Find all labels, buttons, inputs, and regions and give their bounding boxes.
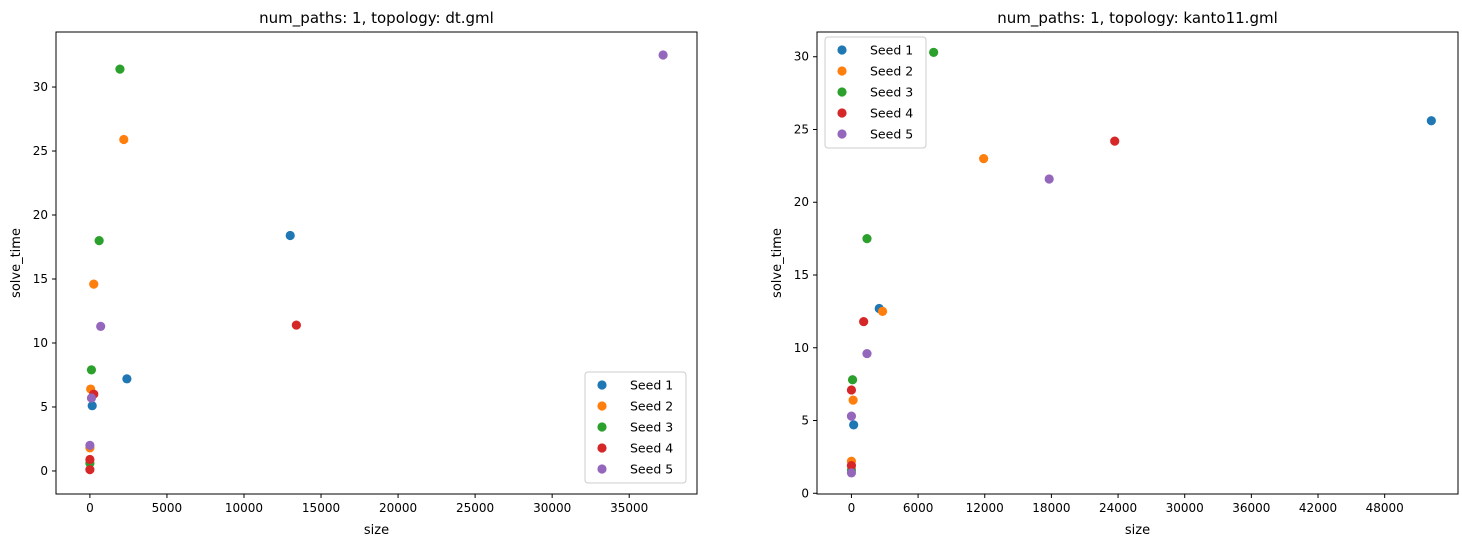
data-point-seed-3 <box>862 234 872 244</box>
y-tick-label: 25 <box>33 144 48 158</box>
plot-frame <box>816 31 1459 495</box>
legend-marker-seed-5 <box>837 129 847 139</box>
y-tick-label: 20 <box>794 195 809 209</box>
legend-marker-seed-4 <box>837 108 847 118</box>
legend-label-seed-1: Seed 1 <box>870 43 913 58</box>
x-tick-label: 35000 <box>610 501 648 515</box>
data-point-seed-3 <box>86 365 97 375</box>
legend-label-seed-5: Seed 5 <box>630 462 673 477</box>
y-tick-label: 15 <box>794 268 809 282</box>
data-point-seed-2 <box>89 279 99 289</box>
data-point-seed-5 <box>846 411 857 421</box>
y-tick-label: 30 <box>794 50 809 64</box>
chart-2: num_paths: 1, topology: kanto11.gml 0 6000… <box>770 9 1459 538</box>
y-axis-label: solve_time <box>9 228 24 298</box>
legend-label-seed-3: Seed 3 <box>630 420 673 435</box>
legend-label-seed-4: Seed 4 <box>630 441 673 456</box>
data-point-seed-4 <box>291 320 301 330</box>
legend-box <box>584 371 687 484</box>
data-point-seed-1 <box>849 420 859 430</box>
data-point-seed-1 <box>285 230 295 241</box>
legend-box <box>824 36 927 149</box>
x-tick-label: 0 <box>86 501 94 515</box>
legend-marker-seed-3 <box>837 87 847 97</box>
x-tick-label: 30000 <box>533 501 571 515</box>
data-point-seed-5 <box>846 468 857 478</box>
x-tick-label: 6000 <box>903 501 934 515</box>
y-tick-label: 10 <box>33 336 48 350</box>
legend-label-seed-2: Seed 2 <box>630 399 673 414</box>
data-point-seed-4 <box>846 385 857 395</box>
legend-marker-seed-1 <box>837 45 847 55</box>
legend-marker-seed-3 <box>597 422 607 432</box>
data-point-seed-2 <box>877 306 888 316</box>
y-tick-label: 10 <box>794 341 809 355</box>
x-tick-label: 42000 <box>1299 501 1337 515</box>
y-axis-label: solve_time <box>770 228 785 298</box>
legend-marker-seed-2 <box>837 66 847 76</box>
data-point-seed-2 <box>848 395 858 405</box>
legend-marker-seed-2 <box>597 401 607 411</box>
data-point-seed-5 <box>658 50 668 60</box>
chart-title: num_paths: 1, topology: dt.gml <box>259 9 494 28</box>
y-tick-label: 0 <box>801 486 809 500</box>
y-tick-label: 20 <box>33 208 48 222</box>
data-point-seed-1 <box>87 401 97 411</box>
data-point-seed-4 <box>85 465 95 475</box>
legend-marker-seed-4 <box>597 443 607 453</box>
legend-marker-seed-1 <box>597 380 607 390</box>
y-tick-label: 5 <box>801 414 809 428</box>
data-point-seed-5 <box>85 440 95 450</box>
legend-label-seed-5: Seed 5 <box>870 127 913 142</box>
plot-frame <box>55 31 698 495</box>
x-tick-label: 24000 <box>1099 501 1137 515</box>
x-tick-label: 15000 <box>302 501 340 515</box>
y-tick-label: 30 <box>33 80 48 94</box>
data-point-seed-4 <box>85 454 95 465</box>
legend: Seed 1 Seed 2 Seed 3 Seed 4 Seed 5 <box>824 36 927 149</box>
x-tick-label: 36000 <box>1232 501 1270 515</box>
x-tick-label: 18000 <box>1032 501 1070 515</box>
x-axis-label: size <box>364 523 389 538</box>
data-point-seed-5 <box>862 348 872 359</box>
legend-label-seed-4: Seed 4 <box>870 106 913 121</box>
data-point-seed-5 <box>86 393 97 403</box>
x-tick-label: 5000 <box>152 501 183 515</box>
y-tick-label: 25 <box>794 122 809 136</box>
data-point-seed-4 <box>846 461 857 471</box>
data-point-seed-2 <box>119 134 129 145</box>
legend-label-seed-1: Seed 1 <box>630 378 673 393</box>
chart-title: num_paths: 1, topology: kanto11.gml <box>997 9 1278 28</box>
data-point-seed-4 <box>1110 136 1120 146</box>
legend-label-seed-2: Seed 2 <box>870 64 913 79</box>
data-point-seed-1 <box>122 374 132 384</box>
x-tick-label: 20000 <box>379 501 417 515</box>
x-tick-label: 0 <box>848 501 856 515</box>
x-tick-label: 10000 <box>225 501 263 515</box>
data-point-seed-4 <box>859 316 869 327</box>
data-point-seed-3 <box>94 236 104 246</box>
x-tick-label: 48000 <box>1366 501 1404 515</box>
y-tick-label: 0 <box>40 464 48 478</box>
chart-1: num_paths: 1, topology: dt.gml 0 5000 10000… <box>9 9 698 538</box>
data-point-seed-3 <box>115 64 125 74</box>
data-point-seed-2 <box>979 153 989 164</box>
legend-label-seed-3: Seed 3 <box>870 85 913 100</box>
legend: Seed 1 Seed 2 Seed 3 Seed 4 Seed 5 <box>584 371 687 484</box>
y-tick-label: 15 <box>33 272 48 286</box>
y-tick-label: 5 <box>40 400 48 414</box>
data-point-seed-3 <box>847 375 858 385</box>
data-point-seed-5 <box>96 321 106 331</box>
x-tick-label: 12000 <box>966 501 1004 515</box>
data-point-seed-5 <box>1044 174 1054 184</box>
x-tick-label: 30000 <box>1166 501 1204 515</box>
data-point-seed-3 <box>929 47 939 57</box>
x-axis-label: size <box>1125 523 1150 538</box>
data-point-seed-1 <box>1426 116 1436 126</box>
legend-marker-seed-5 <box>597 464 607 474</box>
x-tick-label: 25000 <box>456 501 494 515</box>
